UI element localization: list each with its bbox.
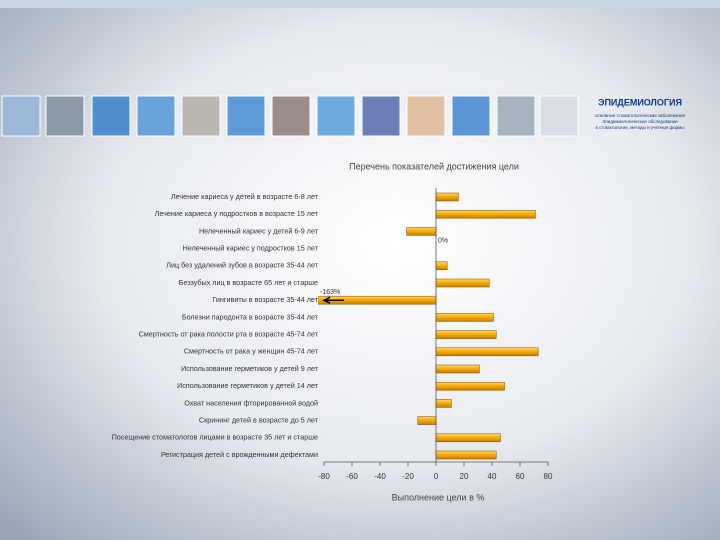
x-tick-label: 40 bbox=[488, 472, 497, 481]
header-line: Эпидемиологическое обследование bbox=[602, 119, 678, 124]
category-label: Охват населения фторированной водой bbox=[184, 398, 318, 407]
photo-strip bbox=[1, 95, 579, 137]
bar bbox=[435, 347, 539, 357]
header-line: основные стоматологические заболевания bbox=[595, 113, 685, 118]
photo bbox=[136, 95, 176, 137]
bar bbox=[435, 399, 452, 408]
x-tick-label: -80 bbox=[318, 472, 330, 481]
category-label: Лечение кариеса у подростков в возрасте … bbox=[155, 209, 319, 218]
top-strip bbox=[0, 0, 720, 8]
bar bbox=[435, 450, 497, 460]
category-label: Смертность от рака у женщин 45-74 лет bbox=[184, 347, 319, 356]
bar bbox=[435, 261, 448, 271]
header-line: в стоматологии, методы и учетные формы bbox=[596, 125, 685, 130]
category-label: Нелеченный кариес у детей 6-9 лет bbox=[199, 226, 319, 235]
bar bbox=[435, 381, 505, 391]
bar bbox=[435, 209, 536, 219]
x-tick-label: 20 bbox=[460, 472, 469, 481]
bar bbox=[435, 278, 490, 288]
chart-title: Перечень показателей достижения цели bbox=[349, 161, 519, 171]
photo bbox=[271, 95, 311, 137]
x-tick-label: -40 bbox=[374, 472, 386, 481]
photo bbox=[406, 95, 446, 137]
photo bbox=[316, 95, 356, 137]
category-label: Скрининг детей в возрасте до 5 лет bbox=[199, 416, 319, 425]
photo bbox=[361, 95, 401, 137]
photo bbox=[451, 95, 491, 137]
category-label: Использование герметиков у детей 14 лет bbox=[177, 381, 319, 390]
photo bbox=[91, 95, 131, 137]
x-axis-label: Выполнение цели в % bbox=[392, 492, 485, 502]
category-label: Болезни пародонта в возрасте 35-44 лет bbox=[182, 312, 319, 321]
bar bbox=[435, 313, 494, 322]
photo bbox=[539, 95, 579, 137]
category-label: Гингивиты в возрасте 35-44 лет bbox=[212, 295, 318, 304]
photo bbox=[1, 95, 41, 137]
overflow-arrow bbox=[322, 296, 344, 304]
value-label: -163% bbox=[320, 289, 340, 296]
header-title: ЭПИДЕМИОЛОГИЯ bbox=[598, 97, 682, 107]
category-label: Использование герметиков у детей 9 лет bbox=[181, 364, 319, 373]
x-tick-label: 80 bbox=[544, 472, 553, 481]
x-tick-label: -60 bbox=[346, 472, 358, 481]
bar bbox=[435, 192, 459, 202]
photo bbox=[181, 95, 221, 137]
category-label: Смертность от рака полости рта в возраст… bbox=[139, 330, 319, 339]
x-tick-label: -20 bbox=[402, 472, 414, 481]
category-label: Лиц без удалений зубов в возрасте 35-44 … bbox=[166, 261, 318, 270]
photo bbox=[226, 95, 266, 137]
category-label: Лечение кариеса у детей в возрасте 6-8 л… bbox=[171, 192, 319, 201]
x-tick-label: 60 bbox=[516, 472, 525, 481]
photo bbox=[496, 95, 536, 137]
category-label: Посещение стоматологов лицами в возрасте… bbox=[112, 433, 318, 442]
photo bbox=[45, 95, 85, 137]
bar bbox=[435, 364, 480, 374]
bar bbox=[406, 227, 437, 236]
plot bbox=[318, 192, 539, 460]
category-label: Нелеченный кариес у подростков 15 лет bbox=[183, 244, 319, 253]
x-tick-label: 0 bbox=[434, 472, 439, 481]
value-label: 0% bbox=[438, 237, 448, 244]
bar bbox=[417, 416, 437, 425]
category-label: Беззубых лиц в возрасте 65 лет и старше bbox=[179, 278, 318, 287]
category-label: Регистрация детей с врожденными дефектам… bbox=[161, 450, 318, 459]
bar bbox=[435, 330, 497, 339]
bar bbox=[435, 433, 501, 443]
